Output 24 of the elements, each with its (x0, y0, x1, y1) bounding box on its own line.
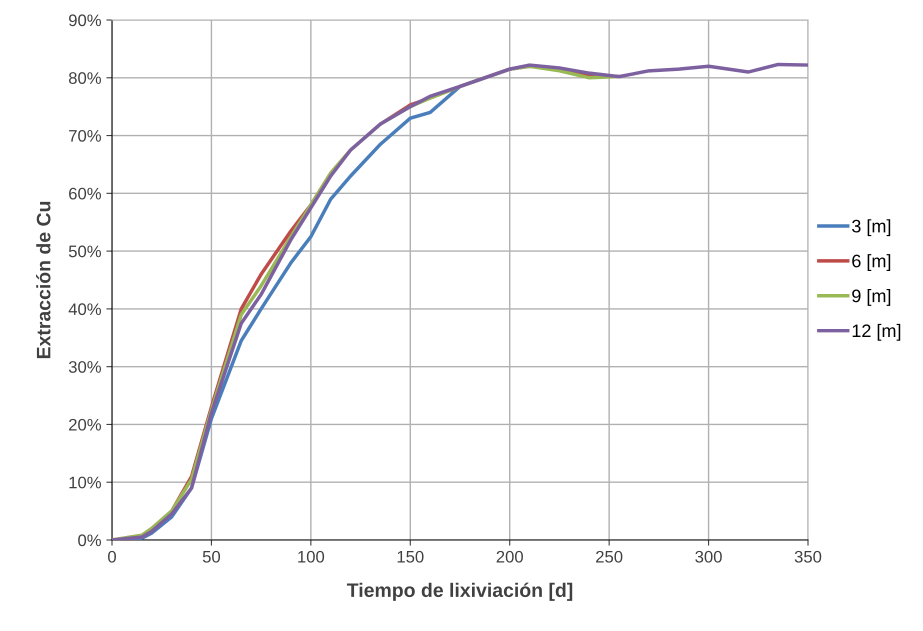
y-tick-label: 50% (68, 246, 101, 258)
y-tick-label: 20% (69, 418, 101, 431)
x-tick-label: 250 (596, 550, 622, 563)
x-axis-title: Tiempo de lixiviación [d] (346, 582, 572, 601)
x-tick-label: 50 (202, 550, 220, 563)
x-tick-label: 300 (695, 550, 722, 563)
y-tick-label: 30% (68, 361, 101, 373)
y-tick-label: 10% (69, 476, 101, 488)
y-tick-label: 40% (68, 303, 101, 316)
x-tick-label: 100 (298, 550, 324, 563)
legend-label: 6 [m] (852, 254, 890, 271)
legend-label: 9 [m] (852, 289, 890, 306)
y-tick-label: 90% (69, 14, 101, 26)
y-tick-label: 0% (78, 534, 101, 546)
y-tick-label: 80% (68, 72, 101, 84)
x-tick-label: 0 (108, 550, 116, 563)
y-axis-title: Extracción de Cu (36, 202, 50, 358)
x-tick-label: 200 (496, 550, 523, 563)
legend-label: 12 [m] (852, 324, 900, 341)
y-tick-label: 60% (69, 188, 101, 200)
x-tick-label: 350 (794, 550, 822, 563)
y-tick-label: 70% (69, 130, 101, 142)
x-tick-label: 150 (398, 550, 424, 563)
legend-label: 3 [m] (852, 219, 890, 236)
